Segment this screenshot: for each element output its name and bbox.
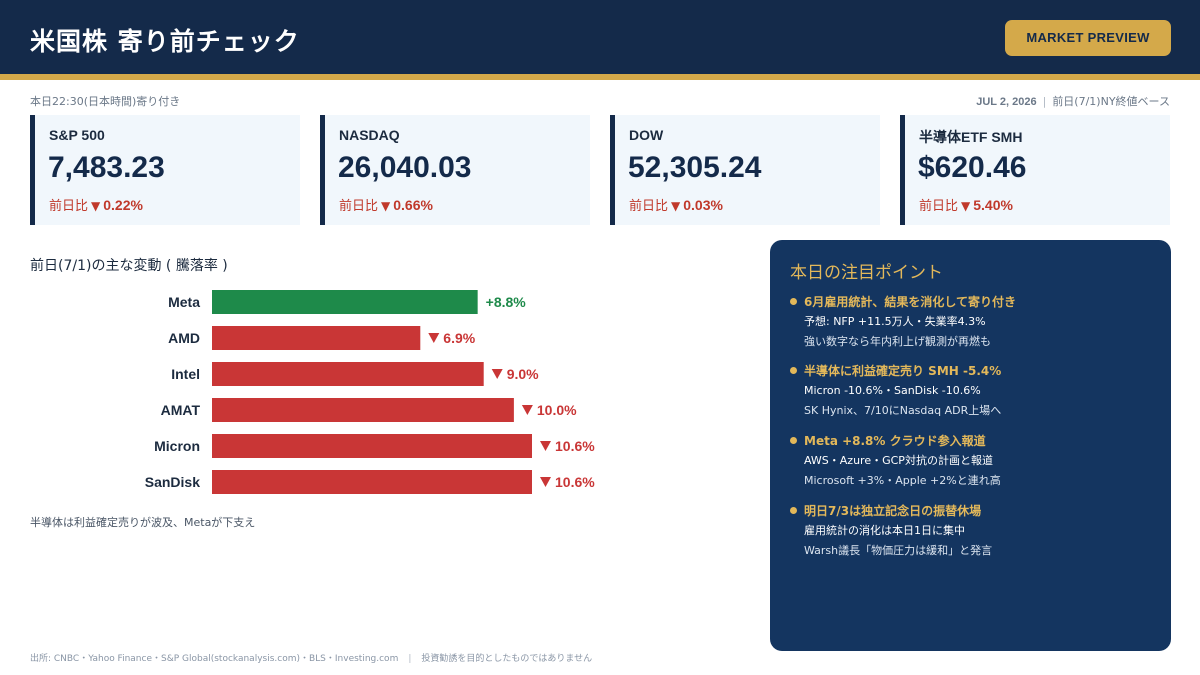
category-label: SanDisk: [145, 474, 200, 490]
chart-note: 半導体は利益確定売りが波及、Metaが下支え: [30, 516, 256, 529]
bullet-dot-icon: [790, 367, 797, 374]
source-note: 出所: CNBC・Yahoo Finance・S&P Global(stocka…: [30, 654, 399, 664]
value-label: 10.0%: [537, 402, 577, 418]
card-name: NASDAQ: [339, 127, 400, 143]
disclaimer: 投資勧誘を目的としたものではありません: [421, 654, 593, 664]
card-change: 前日比 ▼ 0.22%: [49, 195, 143, 214]
footer: 出所: CNBC・Yahoo Finance・S&P Global(stocka…: [30, 651, 592, 664]
point-heading: 6月雇用統計、結果を消化して寄り付き: [804, 295, 1016, 309]
point-heading: 半導体に利益確定売り SMH -5.4%: [804, 364, 1002, 378]
change-percent: 0.03%: [683, 197, 723, 213]
change-percent: 0.66%: [393, 197, 433, 213]
separator: |: [408, 654, 412, 664]
card-name: DOW: [629, 127, 664, 143]
change-percent: 5.40%: [973, 197, 1013, 213]
card-value: $620.46: [918, 151, 1027, 184]
point-detail: 雇用統計の消化は本日1日に集中: [804, 524, 965, 537]
point-detail: 予想: NFP +11.5万人・失業率4.3%: [804, 315, 986, 328]
down-triangle-icon: [540, 477, 551, 487]
card-nasdaq: NASDAQ 26,040.03 前日比 ▼ 0.66%: [320, 115, 590, 225]
open-time-note: 本日22:30(日本時間)寄り付き: [30, 95, 181, 108]
category-label: Intel: [171, 366, 200, 382]
point-heading: Meta +8.8% クラウド参入報道: [804, 434, 986, 448]
movers-bar-chart: Meta +8.8% AMD 6.9% Intel 9.0% AMAT 10.0% Micron…: [145, 290, 595, 494]
value-label: 6.9%: [443, 330, 475, 346]
card-change: 前日比 ▼ 5.40%: [919, 195, 1013, 214]
header-bar: 米国株 寄り前チェック MARKET PREVIEW: [0, 0, 1200, 74]
down-triangle-icon: ▼: [91, 199, 101, 213]
point-detail: Micron -10.6%・SanDisk -10.6%: [804, 384, 981, 397]
card-sp500: S&P 500 7,483.23 前日比 ▼ 0.22%: [30, 115, 300, 225]
point-detail: SK Hynix、7/10にNasdaq ADR上場へ: [804, 404, 1002, 417]
value-label: 10.6%: [555, 474, 595, 490]
header-accent-stripe: [0, 74, 1200, 80]
card-smh: 半導体ETF SMH $620.46 前日比 ▼ 5.40%: [900, 115, 1170, 225]
card-dow: DOW 52,305.24 前日比 ▼ 0.03%: [610, 115, 880, 225]
date-info: JUL 2, 2026 | 前日(7/1)NY終値ベース: [976, 93, 1170, 109]
focus-points-panel: 本日の注目ポイント 6月雇用統計、結果を消化して寄り付き 予想: NFP +11…: [770, 240, 1171, 651]
category-label: Meta: [168, 294, 200, 310]
market-preview-badge[interactable]: MARKET PREVIEW: [1005, 20, 1171, 56]
card-change: 前日比 ▼ 0.03%: [629, 195, 723, 214]
page-title: 米国株 寄り前チェック: [30, 27, 300, 56]
value-label: 9.0%: [507, 366, 539, 382]
panel-title: 本日の注目ポイント: [790, 263, 943, 283]
bar-micron: [212, 434, 532, 458]
card-change: 前日比 ▼ 0.66%: [339, 195, 433, 214]
bar-meta: [212, 290, 478, 314]
bar-intel: [212, 362, 484, 386]
point-detail: 強い数字なら年内利上げ観測が再燃も: [804, 335, 991, 348]
card-value: 7,483.23: [48, 151, 165, 184]
value-label: +8.8%: [486, 294, 527, 310]
down-triangle-icon: [491, 369, 503, 379]
bullet-dot-icon: [790, 507, 797, 514]
card-name: S&P 500: [49, 127, 105, 143]
down-triangle-icon: [521, 405, 533, 415]
date-label: JUL 2, 2026: [976, 96, 1037, 108]
point-detail: AWS・Azure・GCP対抗の計画と報道: [804, 454, 993, 467]
down-triangle-icon: [540, 441, 551, 451]
category-label: AMD: [168, 330, 200, 346]
down-triangle-icon: [428, 333, 440, 343]
separator: |: [1042, 95, 1047, 108]
basis-note: 前日(7/1)NY終値ベース: [1052, 95, 1170, 108]
card-value: 52,305.24: [628, 151, 762, 184]
category-label: Micron: [154, 438, 200, 454]
value-label: 10.6%: [555, 438, 595, 454]
change-label: 前日比: [339, 199, 379, 214]
change-label: 前日比: [629, 199, 669, 214]
bullet-dot-icon: [790, 437, 797, 444]
point-detail: Microsoft +3%・Apple +2%と連れ高: [804, 474, 1001, 487]
bullet-dot-icon: [790, 298, 797, 305]
down-triangle-icon: ▼: [961, 199, 971, 213]
card-value: 26,040.03: [338, 151, 472, 184]
bar-sandisk: [212, 470, 532, 494]
point-heading: 明日7/3は独立記念日の振替休場: [804, 504, 982, 518]
card-name: 半導体ETF SMH: [919, 129, 1023, 145]
category-label: AMAT: [161, 402, 201, 418]
change-label: 前日比: [919, 199, 959, 214]
down-triangle-icon: ▼: [381, 199, 391, 213]
point-detail: Warsh議長「物価圧力は緩和」と発言: [804, 544, 993, 557]
bar-amd: [212, 326, 421, 350]
down-triangle-icon: ▼: [671, 199, 681, 213]
change-percent: 0.22%: [103, 197, 143, 213]
change-label: 前日比: [49, 199, 89, 214]
bar-amat: [212, 398, 514, 422]
chart-title: 前日(7/1)の主な変動 ( 騰落率 ): [30, 258, 228, 274]
